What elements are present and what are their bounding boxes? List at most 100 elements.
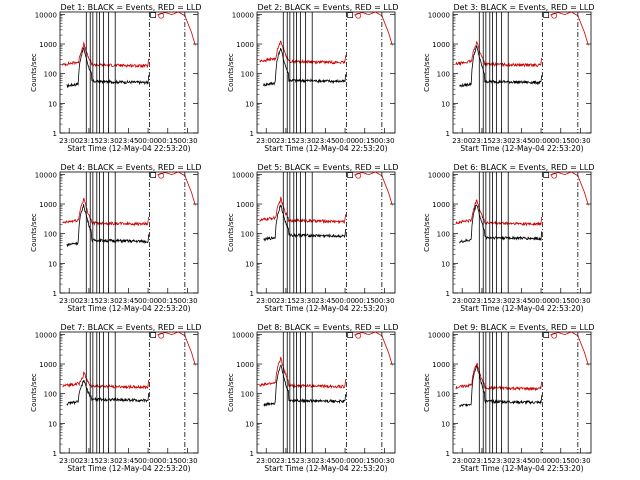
plot-frame — [59, 171, 199, 294]
events-marker — [347, 172, 354, 178]
events-series-line — [66, 380, 150, 407]
x-tick-label: 00:00 — [335, 297, 355, 305]
x-tick-label: 23:00 — [256, 137, 276, 145]
x-tick-label: 00:15 — [551, 457, 571, 465]
x-tick-label: 23:30 — [296, 297, 316, 305]
plot-frame — [59, 331, 199, 454]
plot-frame — [452, 11, 592, 134]
lld-series-line — [455, 362, 543, 392]
x-tick-label: 00:15 — [158, 457, 178, 465]
lld-series-line-late — [354, 171, 393, 206]
lld-series-line-late — [157, 171, 196, 206]
y-tick-label: 1 — [53, 130, 57, 138]
x-tick-label: 23:45 — [118, 297, 138, 305]
y-tick-label: 100 — [241, 71, 254, 79]
x-tick-label: 23:00 — [256, 297, 276, 305]
lld-series-line-late — [550, 171, 589, 206]
y-axis-label: Counts/sec — [30, 213, 38, 252]
x-tick-label: 00:00 — [138, 297, 158, 305]
x-tick-label: 23:45 — [315, 457, 335, 465]
y-tick-label: 100 — [437, 71, 450, 79]
x-tick-label: 00:00 — [335, 457, 355, 465]
x-axis-label: Start Time (12-May-04 22:53:20) — [264, 464, 387, 473]
x-tick-label: 00:00 — [335, 137, 355, 145]
x-tick-label: 00:30 — [570, 297, 590, 305]
panel-title: Det 8: BLACK = Events, RED = LLD — [258, 323, 399, 332]
y-tick-label: 10000 — [35, 11, 57, 19]
detector-panel-8: Det 8: BLACK = Events, RED = LLD 1 10 100 10… — [227, 323, 398, 473]
y-tick-label: 10 — [441, 100, 450, 108]
x-axis-label: Start Time (12-May-04 22:53:20) — [67, 144, 190, 153]
x-tick-label: 00:15 — [355, 297, 375, 305]
detector-panel-3: Det 3: BLACK = Events, RED = LLD 1 10 100 10… — [423, 3, 594, 153]
x-tick-label: 23:30 — [492, 297, 512, 305]
y-tick-label: 1 — [250, 450, 254, 458]
x-tick-label: 23:15 — [79, 297, 99, 305]
x-axis-label: Start Time (12-May-04 22:53:20) — [460, 464, 583, 473]
y-tick-label: 10 — [441, 420, 450, 428]
x-tick-label: 23:30 — [99, 297, 119, 305]
events-marker — [347, 332, 354, 338]
y-tick-label: 100 — [241, 391, 254, 399]
y-tick-label: 100 — [44, 231, 57, 239]
lld-series-line-late — [157, 11, 196, 46]
x-axis-label: Start Time (12-May-04 22:53:20) — [67, 304, 190, 313]
x-tick-label: 00:15 — [158, 297, 178, 305]
lld-series-line-late — [550, 331, 589, 366]
x-tick-label: 23:15 — [472, 457, 492, 465]
plot-frame — [256, 11, 396, 134]
lld-series-line — [62, 371, 150, 390]
x-tick-label: 00:15 — [355, 457, 375, 465]
y-tick-label: 10000 — [35, 171, 57, 179]
panel-title: Det 9: BLACK = Events, RED = LLD — [454, 323, 595, 332]
x-tick-label: 23:15 — [276, 457, 296, 465]
y-axis-label: Counts/sec — [30, 53, 38, 92]
x-tick-label: 23:45 — [315, 137, 335, 145]
y-axis-label: Counts/sec — [227, 53, 235, 92]
x-tick-label: 23:15 — [472, 297, 492, 305]
events-marker — [543, 12, 550, 18]
panel-title: Det 3: BLACK = Events, RED = LLD — [454, 3, 595, 12]
panel-title: Det 1: BLACK = Events, RED = LLD — [61, 3, 202, 12]
x-tick-label: 00:30 — [374, 297, 394, 305]
x-tick-label: 23:15 — [472, 137, 492, 145]
events-marker — [347, 12, 354, 18]
events-series-line — [263, 204, 347, 242]
x-tick-label: 23:00 — [59, 457, 79, 465]
panel-title: Det 7: BLACK = Events, RED = LLD — [61, 323, 202, 332]
y-axis-label: Counts/sec — [30, 373, 38, 412]
y-tick-label: 10000 — [35, 331, 57, 339]
y-tick-label: 1000 — [236, 41, 254, 49]
y-tick-label: 10 — [48, 420, 57, 428]
events-marker — [543, 172, 550, 178]
detector-panel-5: Det 5: BLACK = Events, RED = LLD 1 10 100 10… — [227, 163, 398, 313]
x-tick-label: 23:30 — [296, 457, 316, 465]
x-tick-label: 00:00 — [531, 457, 551, 465]
detector-panel-9: Det 9: BLACK = Events, RED = LLD 1 10 100 10… — [423, 323, 594, 473]
y-tick-label: 10000 — [428, 331, 450, 339]
x-tick-label: 00:00 — [531, 297, 551, 305]
x-tick-label: 00:30 — [177, 297, 197, 305]
lld-marker — [355, 172, 362, 179]
detector-panel-1: Det 1: BLACK = Events, RED = LLD 1 10 100 10… — [30, 3, 201, 153]
y-tick-label: 1000 — [432, 41, 450, 49]
x-tick-label: 00:30 — [177, 137, 197, 145]
lld-series-line — [62, 41, 150, 69]
y-tick-label: 1000 — [236, 201, 254, 209]
events-series-line — [66, 204, 150, 248]
x-tick-label: 23:45 — [511, 457, 531, 465]
x-tick-label: 23:30 — [99, 457, 119, 465]
lld-series-line — [259, 356, 347, 390]
x-tick-label: 23:00 — [452, 137, 472, 145]
x-tick-label: 23:30 — [492, 457, 512, 465]
y-tick-label: 10 — [48, 260, 57, 268]
x-tick-label: 23:15 — [276, 137, 296, 145]
y-tick-label: 1 — [446, 290, 450, 298]
x-tick-label: 23:15 — [79, 457, 99, 465]
y-tick-label: 100 — [241, 231, 254, 239]
lld-series-line — [259, 196, 347, 225]
lld-marker — [551, 332, 558, 339]
x-tick-label: 23:00 — [256, 457, 276, 465]
y-tick-label: 10000 — [428, 171, 450, 179]
detector-panel-2: Det 2: BLACK = Events, RED = LLD 1 10 100 10… — [227, 3, 398, 153]
